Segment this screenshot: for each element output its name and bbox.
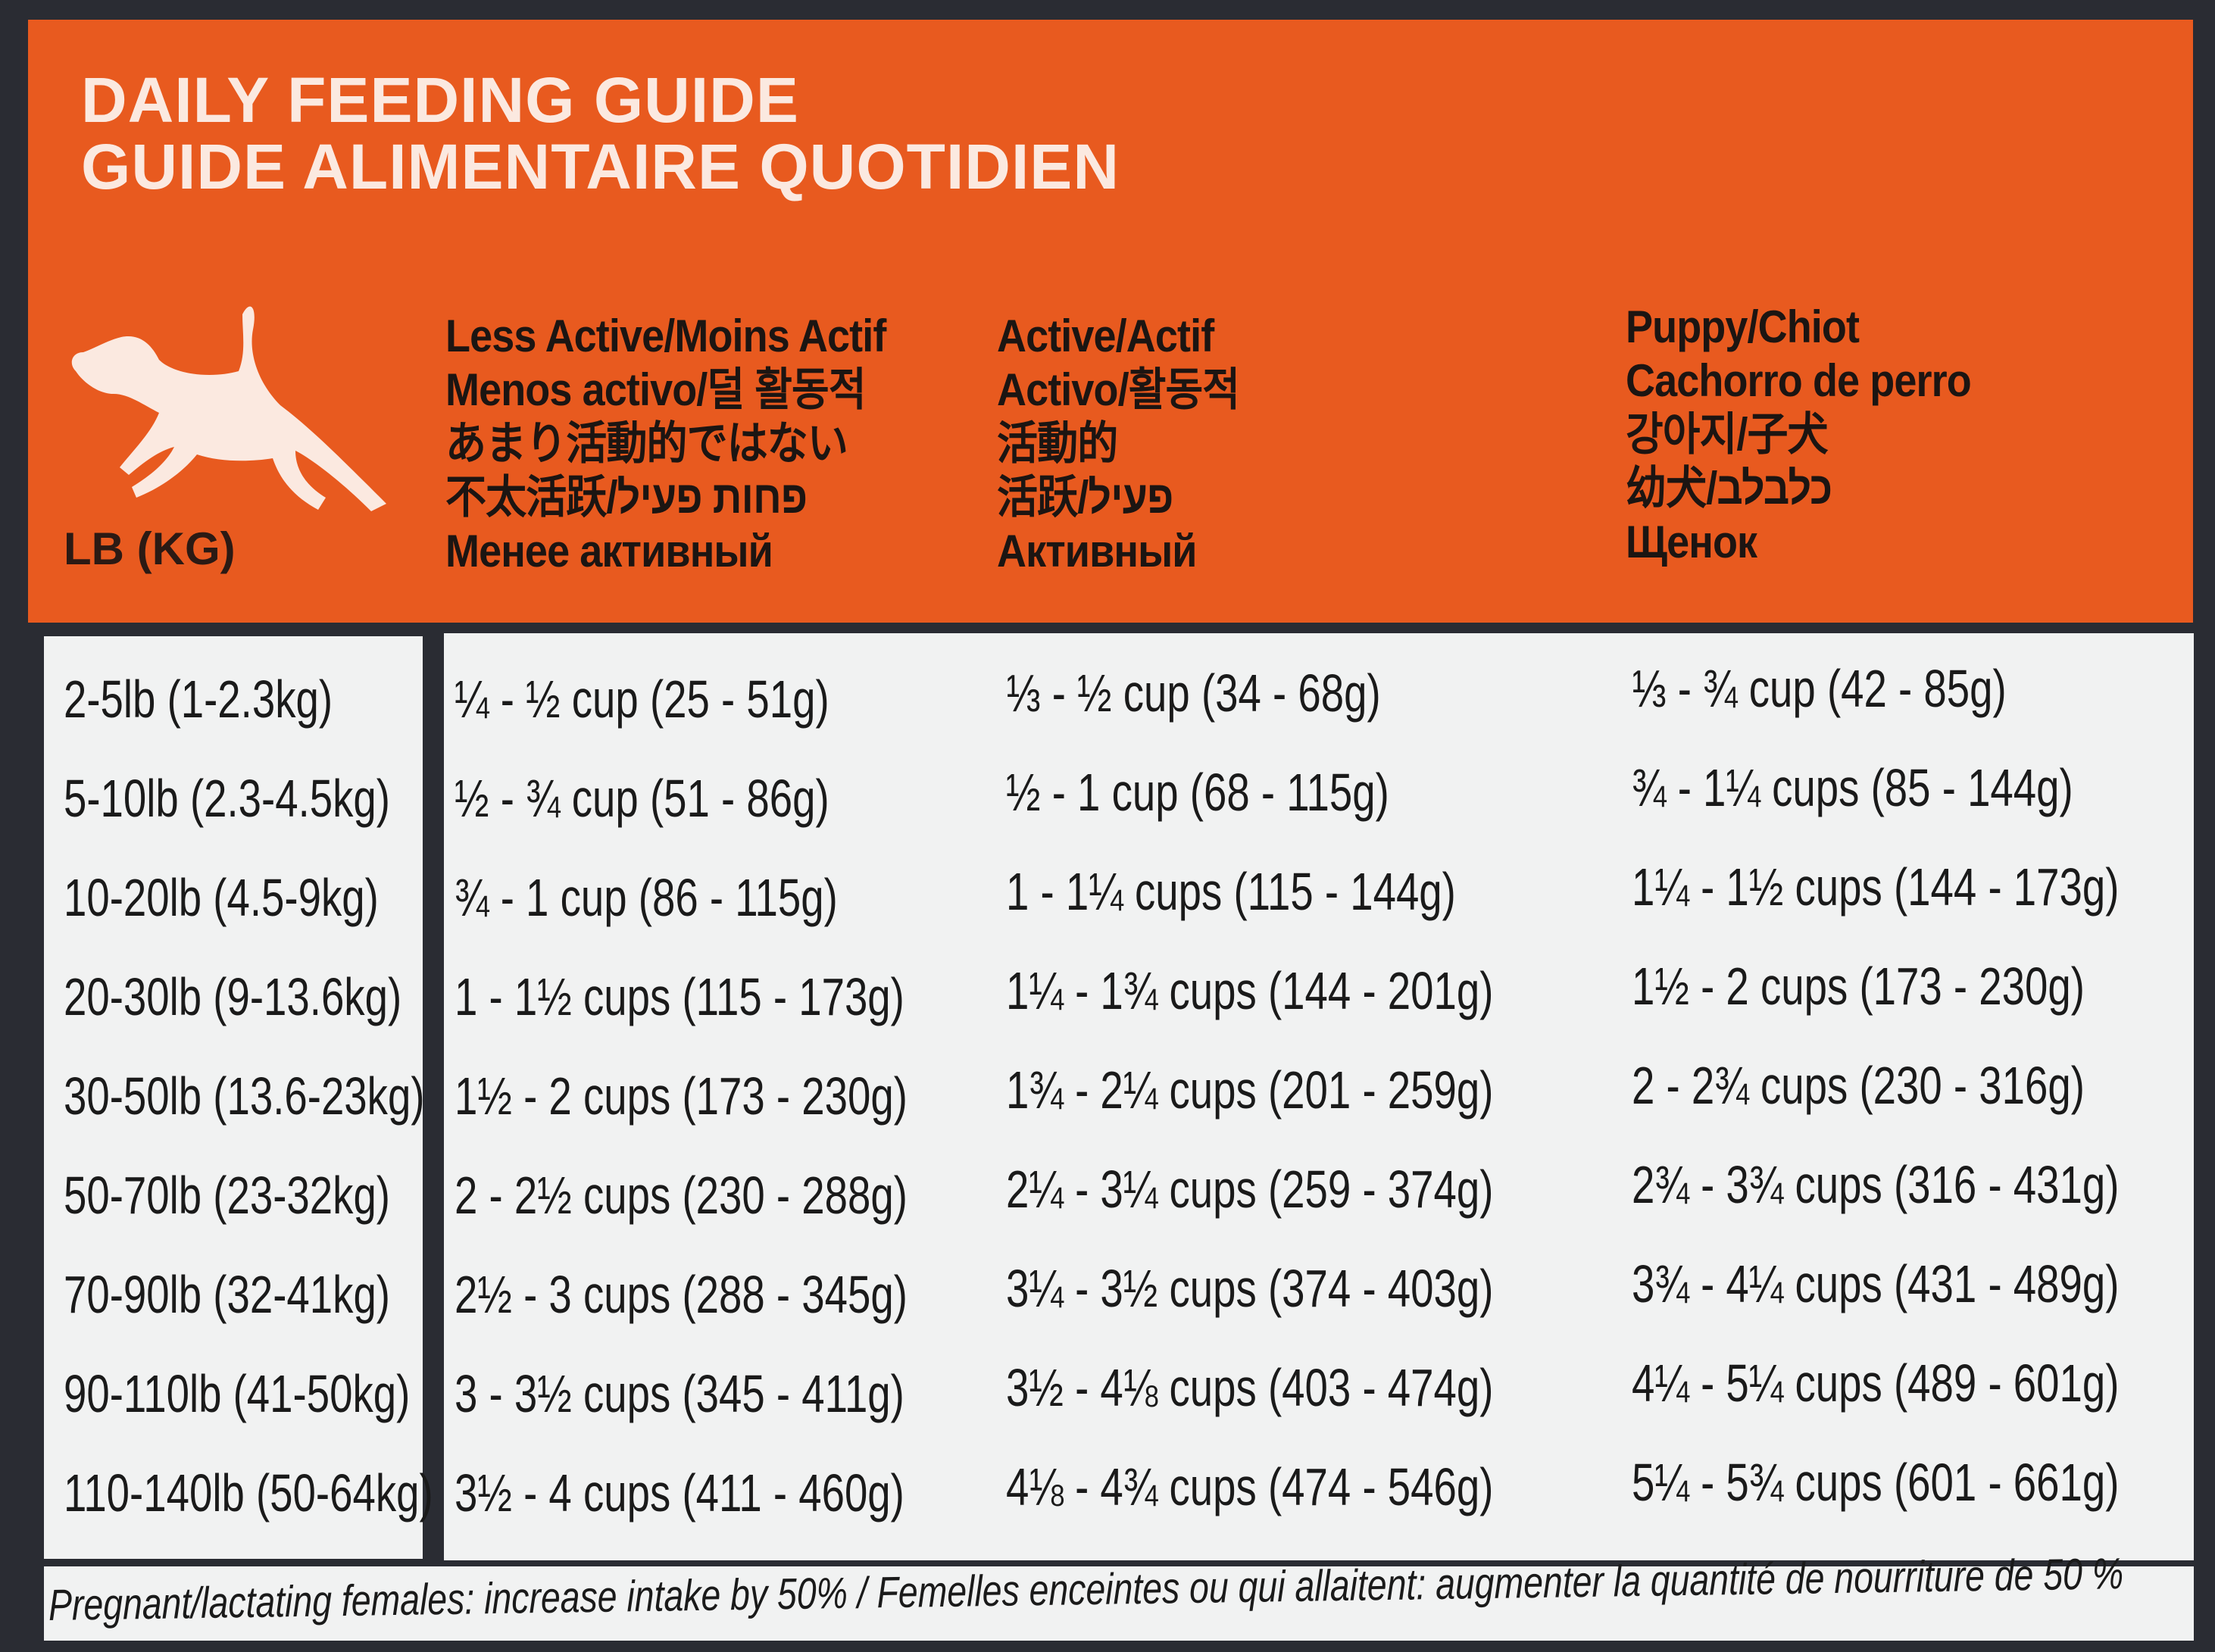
- cell-active: 3¼ - 3½ cups (374 - 403g): [1006, 1259, 1494, 1318]
- title-french: GUIDE ALIMENTAIRE QUOTIDIEN: [81, 131, 1120, 202]
- header-line: Activo/활동적: [997, 364, 1240, 415]
- header-line: Active/Actif: [997, 311, 1214, 361]
- cell-puppy: 5¼ - 5¾ cups (601 - 661g): [1632, 1453, 2120, 1512]
- header-line: 活動的: [997, 418, 1118, 469]
- cell-weight: 90-110lb (41-50kg): [64, 1364, 411, 1423]
- header-line: Menos activo/덜 활동적: [445, 364, 867, 415]
- amount-columns-box: [444, 633, 2194, 1560]
- cell-active: 1 - 1¼ cups (115 - 144g): [1006, 862, 1456, 921]
- cell-puppy: 4¼ - 5¼ cups (489 - 601g): [1632, 1354, 2120, 1413]
- header-line: 不太活跃/פחות פעיל: [445, 472, 808, 523]
- cell-weight: 50-70lb (23-32kg): [64, 1166, 390, 1225]
- cell-puppy: ⅓ - ¾ cup (42 - 85g): [1632, 659, 2007, 718]
- cell-puppy: 2 - 2¾ cups (230 - 316g): [1632, 1056, 2085, 1115]
- cell-active: 4⅛ - 4¾ cups (474 - 546g): [1006, 1457, 1494, 1516]
- header-panel: DAILY FEEDING GUIDE GUIDE ALIMENTAIRE QU…: [28, 20, 2193, 623]
- header-line: Cachorro de perro: [1626, 355, 1972, 406]
- cell-less-active: 3 - 3½ cups (345 - 411g): [455, 1364, 904, 1423]
- header-line: 幼犬/כלבלב: [1626, 463, 1832, 514]
- cell-weight: 110-140lb (50-64kg): [64, 1463, 433, 1522]
- footer-note-bar: Pregnant/lactating females: increase int…: [44, 1549, 2194, 1641]
- cell-weight: 20-30lb (9-13.6kg): [64, 967, 402, 1026]
- header-line: あまり活動的ではない: [445, 418, 848, 469]
- cell-weight: 2-5lb (1-2.3kg): [64, 670, 333, 729]
- header-line: Less Active/Moins Actif: [445, 311, 886, 361]
- cell-less-active: 1 - 1½ cups (115 - 173g): [455, 967, 904, 1026]
- cell-less-active: 3½ - 4 cups (411 - 460g): [455, 1463, 904, 1522]
- cell-less-active: ½ - ¾ cup (51 - 86g): [455, 769, 829, 828]
- cell-active: ½ - 1 cup (68 - 115g): [1006, 763, 1389, 822]
- cell-active: 2¼ - 3¼ cups (259 - 374g): [1006, 1160, 1494, 1219]
- footer-note: Pregnant/lactating females: increase int…: [48, 1549, 2124, 1630]
- cell-less-active: 2 - 2½ cups (230 - 288g): [455, 1166, 908, 1225]
- cell-weight: 5-10lb (2.3-4.5kg): [64, 769, 390, 828]
- cell-active: 1¼ - 1¾ cups (144 - 201g): [1006, 961, 1494, 1020]
- cell-active: 3½ - 4⅛ cups (403 - 474g): [1006, 1358, 1494, 1417]
- cell-weight: 70-90lb (32-41kg): [64, 1265, 390, 1324]
- running-dog-icon: [71, 306, 386, 511]
- cell-less-active: 1½ - 2 cups (173 - 230g): [455, 1066, 908, 1126]
- cell-active: ⅓ - ½ cup (34 - 68g): [1006, 664, 1381, 723]
- header-line: Менее активный: [445, 526, 773, 576]
- cell-less-active: ¼ - ½ cup (25 - 51g): [455, 670, 829, 729]
- cell-puppy: 2¾ - 3¾ cups (316 - 431g): [1632, 1155, 2120, 1214]
- cell-less-active: ¾ - 1 cup (86 - 115g): [455, 868, 838, 927]
- weight-column-box: [44, 636, 423, 1559]
- header-line: 강아지/子犬: [1626, 409, 1829, 460]
- weight-unit-label: LB (KG): [64, 523, 236, 574]
- cell-weight: 30-50lb (13.6-23kg): [64, 1066, 425, 1126]
- header-line: 活跃/פעיל: [997, 472, 1173, 523]
- cell-weight: 10-20lb (4.5-9kg): [64, 868, 379, 927]
- header-line: Puppy/Chiot: [1626, 301, 1860, 352]
- header-line: Активный: [997, 526, 1198, 576]
- cell-puppy: 1¼ - 1½ cups (144 - 173g): [1632, 857, 2120, 917]
- cell-puppy: 1½ - 2 cups (173 - 230g): [1632, 957, 2085, 1016]
- header-line: Щенок: [1626, 517, 1757, 567]
- column-header-less-active: Less Active/Moins Actif Menos activo/덜 활…: [445, 309, 886, 578]
- cell-puppy: 3¾ - 4¼ cups (431 - 489g): [1632, 1254, 2120, 1313]
- column-header-active: Active/Actif Activo/활동적 活動的 活跃/פעיל Акти…: [997, 309, 1240, 578]
- cell-puppy: ¾ - 1¼ cups (85 - 144g): [1632, 758, 2073, 817]
- column-header-puppy: Puppy/Chiot Cachorro de perro 강아지/子犬 幼犬/…: [1626, 300, 1972, 569]
- cell-less-active: 2½ - 3 cups (288 - 345g): [455, 1265, 908, 1324]
- cell-active: 1¾ - 2¼ cups (201 - 259g): [1006, 1060, 1494, 1120]
- title-english: DAILY FEEDING GUIDE: [81, 64, 799, 136]
